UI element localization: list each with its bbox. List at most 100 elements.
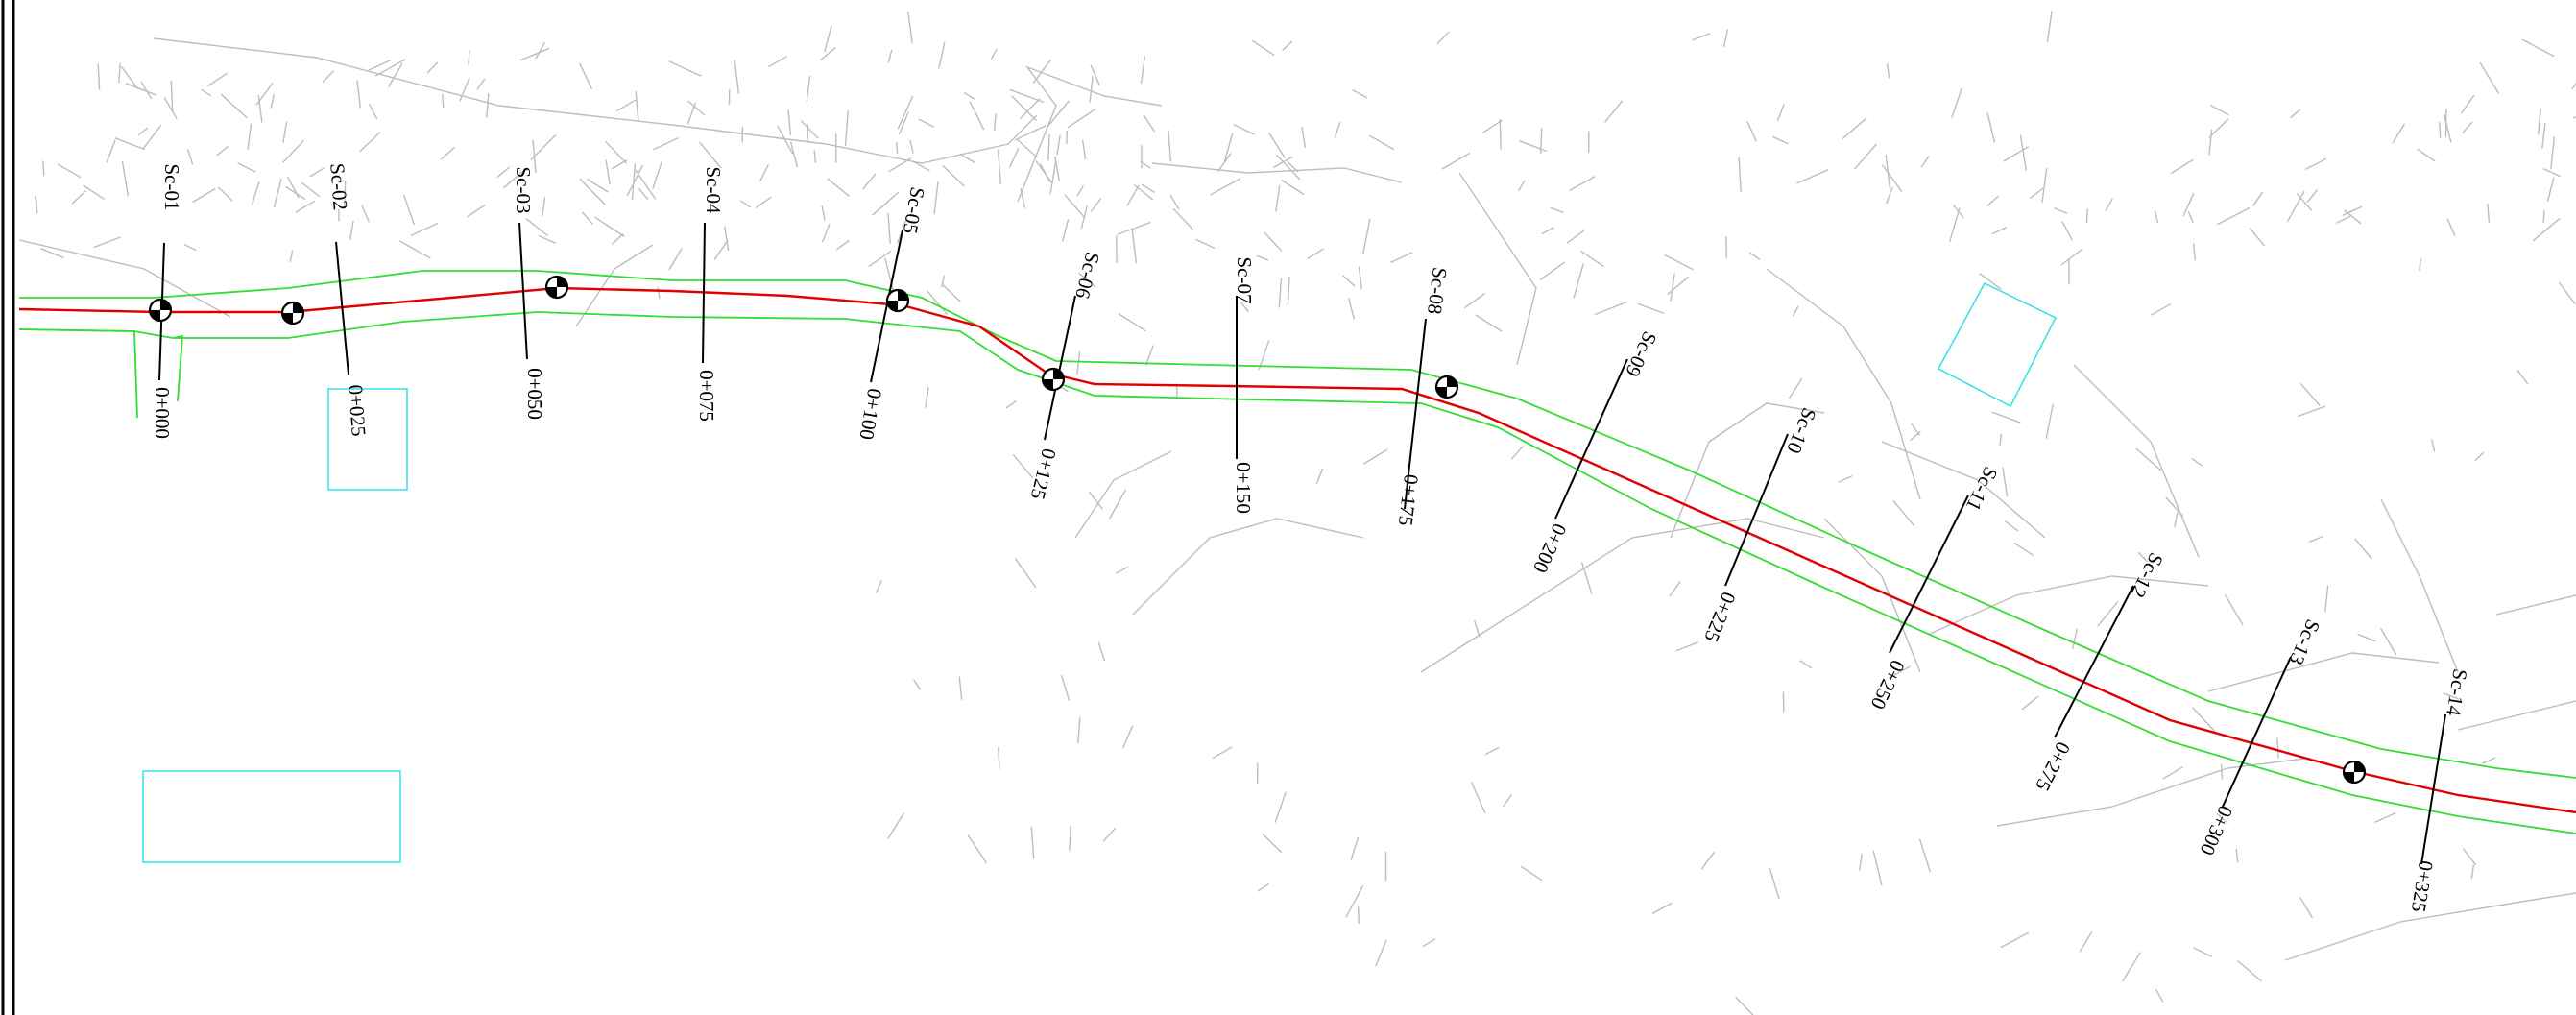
terrain-hachure [872,191,900,216]
terrain-hachure [1475,314,1503,332]
terrain-hachure [1005,400,1017,409]
contour-line [1132,518,1364,616]
terrain-hachure [1347,298,1356,320]
station-label: 0+000 [151,387,174,439]
terrain-hachure [1126,184,1140,206]
terrain-hachure [940,275,946,288]
terrain-hachure [1738,157,1742,193]
terrain-hachure [2079,931,2093,953]
terrain-hachure [1484,746,1500,756]
terrain-hachure [503,168,526,189]
terrain-hachure [755,196,772,209]
terrain-hachure [1991,226,2008,235]
terrain-hachure [247,123,253,150]
terrain-hachure [322,70,335,84]
terrain-hachure [2462,848,2477,866]
terrain-hachure [530,133,557,161]
terrain-hachure [349,220,354,241]
terrain-hachure [1062,219,1070,242]
terrain-hachure [486,93,490,118]
terrain-hachure [1118,312,1146,332]
terrain-hachure [2002,467,2009,497]
section-line [2054,585,2134,738]
terrain-hachure [2187,210,2194,223]
terrain-hachure [724,226,730,252]
cross-section: Sc-13 0+300 [2195,616,2324,859]
terrain-hachure [97,63,101,90]
terrain-hachure [827,178,850,197]
terrain-hachure [2297,405,2325,418]
terrain-hachure [1776,104,1785,122]
terrain-hachure [820,47,836,61]
terrain-hachure [2516,369,2529,385]
terrain-hachure [1090,64,1100,86]
terrain-hachure [368,104,378,120]
terrain-hachure [2162,766,2183,780]
terrain-hachure [2013,542,2034,556]
terrain-hachure [1390,252,1413,264]
terrain-hachure [201,88,212,97]
terrain-hachure [374,59,406,77]
terrain-hachure [1881,164,1903,192]
section-line [335,241,349,375]
terrain-hachure [611,158,628,170]
terrain-hachure [2541,122,2546,149]
contour-line [1996,758,2305,827]
terrain-hachure [1573,263,1584,299]
terrain-hachure [1088,491,1103,510]
station-label: 0+225 [1699,589,1740,645]
terrain-hachure [1519,140,1548,153]
terrain-hachure [1011,95,1038,122]
cross-section: Sc-02 0+025 [325,162,371,437]
station-label: 0+025 [344,384,371,437]
terrain-hachure [1256,254,1269,261]
terrain-hachure [301,181,321,198]
terrain-hachure [1651,902,1673,915]
terrain-hachure [821,205,826,221]
survey-control-point-icon [148,298,173,323]
terrain-hachure [2374,811,2396,824]
terrain-hachure [137,127,149,136]
terrain-hachure [2392,123,2405,144]
terrain-hachure [806,76,811,102]
terrain-hachure [2019,134,2028,171]
terrain-hachure [1081,139,1087,160]
terrain-hachure [163,97,178,120]
terrain-hachure [2217,206,2251,226]
terrain-hachure [1076,350,1081,375]
terrain-hachure [2417,148,2436,162]
terrain-hachure [467,204,486,218]
terrain-hachure [626,164,644,197]
terrain-hachure [2251,191,2264,207]
terrain-hachure [1287,160,1299,173]
terrain-hachure [1986,195,2000,207]
section-label: Sc-10 [1782,404,1821,456]
terrain-hachure [1131,229,1138,264]
terrain-hachure [2461,121,2473,134]
terrain-hachure [2191,707,2217,734]
terrain-hachure [759,164,769,182]
terrain-hachure [1143,114,1156,133]
terrain-hachure [1216,153,1232,173]
terrain-hachure [121,160,130,197]
terrain-hachure [2487,203,2491,223]
terrain-hachure [1287,276,1290,307]
terrain-hachure [1257,882,1269,892]
terrain-hachure [604,140,628,164]
terrain-hachure [2571,83,2576,90]
terrain-hachure [963,91,975,101]
cross-section: Sc-07 0+150 [1232,257,1256,514]
terrain-hachure [813,150,817,164]
section-line [1889,495,1969,654]
terrain-hachure [713,240,729,260]
terrain-hachure [1539,261,1566,281]
terrain-hachure [638,187,649,201]
terrain-hachure [1580,562,1593,594]
terrain-hachure [687,100,706,116]
terrain-hachure [897,95,914,130]
terrain-hachure [657,286,661,300]
terrain-hachure [1342,275,1356,287]
terrain-hachure [1510,445,1524,460]
terrain-hachure [1352,88,1368,99]
terrain-hachure [1692,33,1711,41]
